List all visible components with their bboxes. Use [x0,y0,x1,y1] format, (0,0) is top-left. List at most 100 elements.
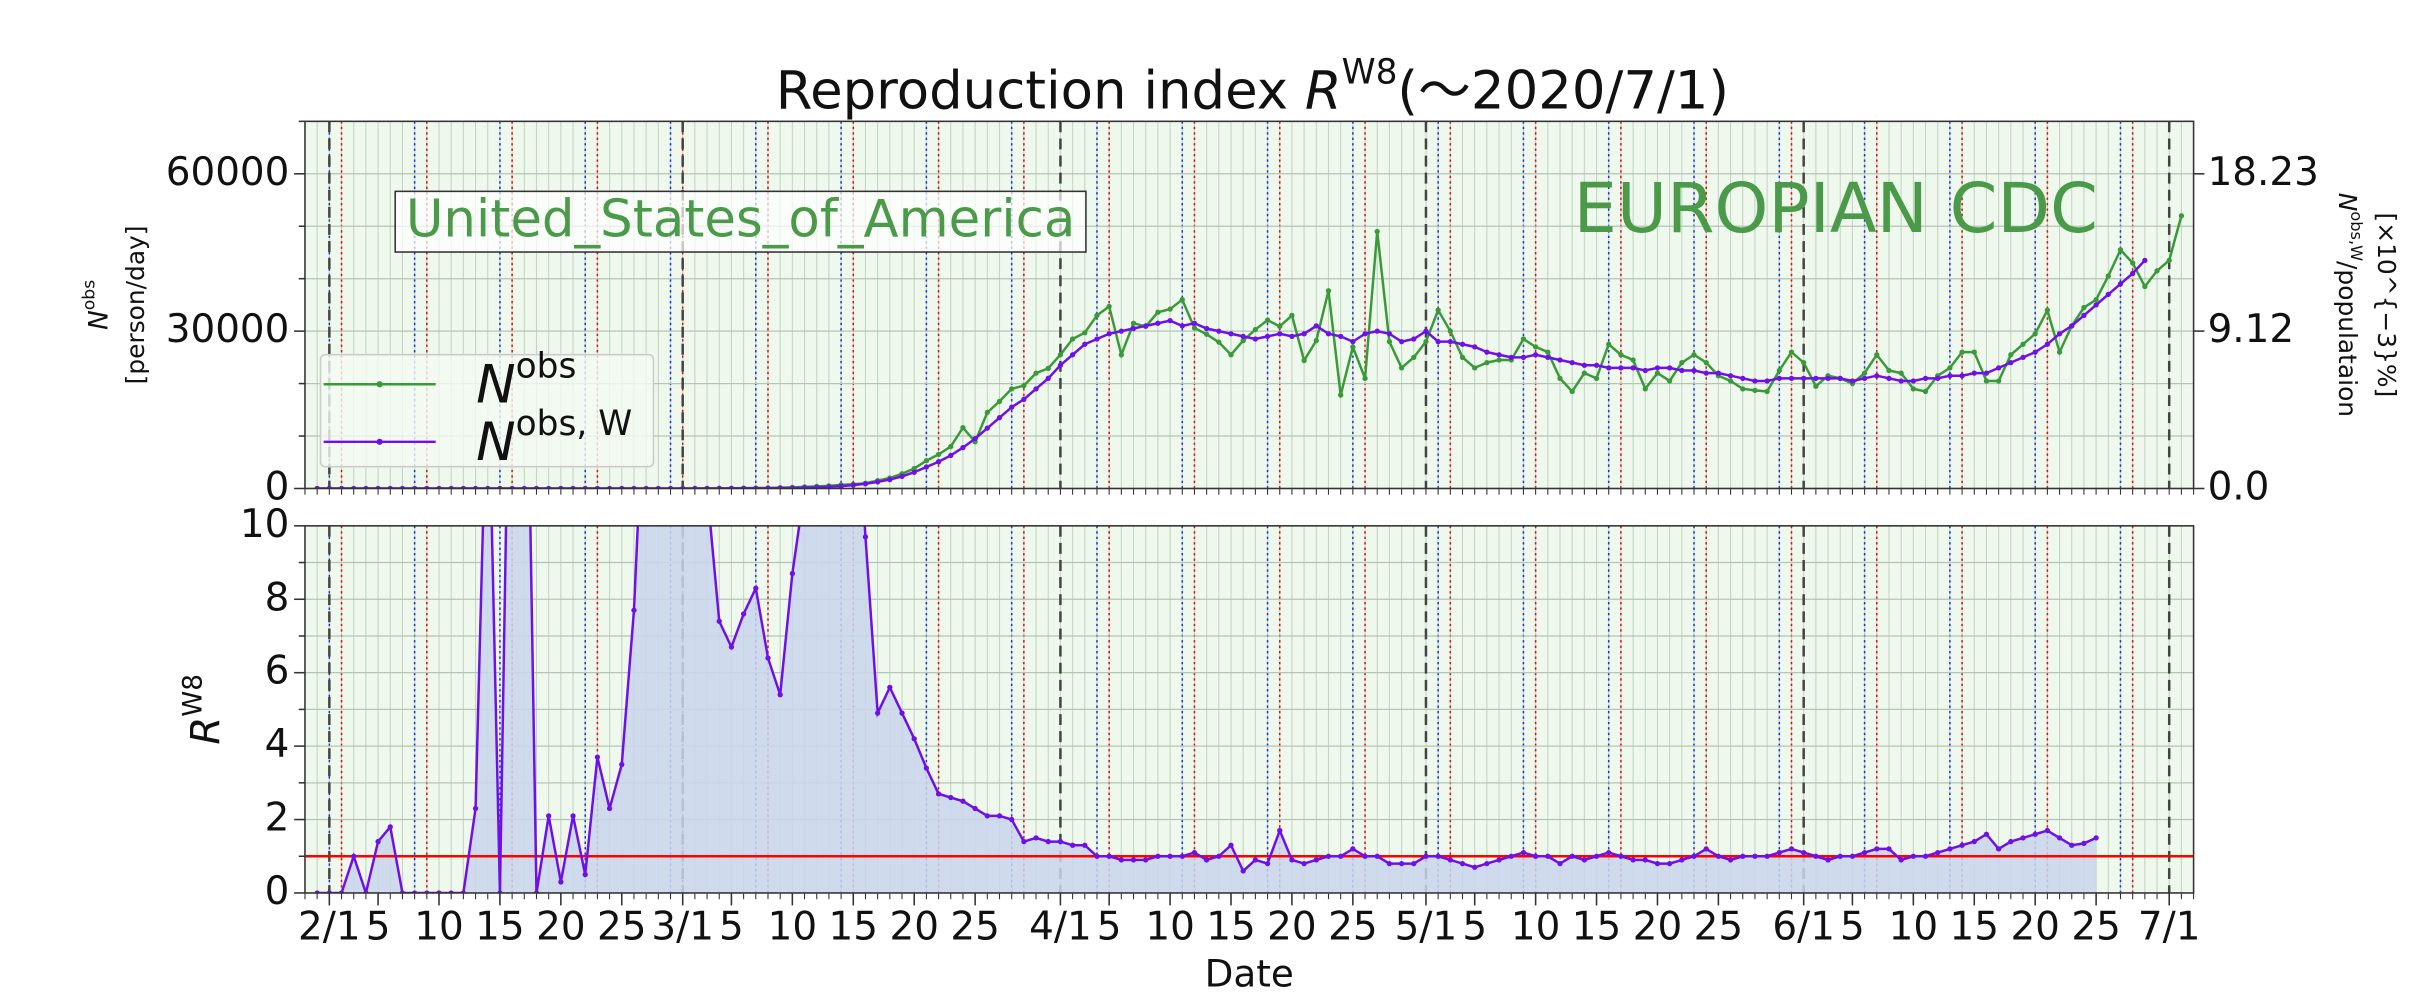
point [2093,297,2099,303]
point [1874,352,1880,358]
y-tick-label: 60000 [166,149,290,194]
point [1033,386,1039,392]
point [1021,838,1027,845]
point [1423,328,1429,334]
y-tick-label: 30000 [166,307,290,352]
point [1642,857,1648,863]
point [1094,853,1100,859]
point [1459,860,1466,867]
point [1752,387,1758,394]
x-tick-label: 15 [1572,904,1621,949]
point [777,692,783,698]
point [2056,349,2063,355]
y-tick-label: 10 [240,501,289,546]
point [948,452,954,459]
point [1009,816,1015,823]
point [1667,378,1673,384]
point [1849,378,1856,384]
point [1277,827,1283,834]
point [1191,325,1198,331]
point [2130,260,2136,266]
point [1252,336,1259,342]
y-tick-label: 0 [265,464,290,509]
point [1435,853,1441,859]
point [838,483,844,489]
point [2044,341,2051,347]
y-axis-label: [person/day] [121,226,150,385]
point [1691,352,1697,358]
point [1009,386,1015,392]
point [1959,373,1965,379]
point [1740,386,1746,392]
point [375,838,381,845]
plot-data [304,525,2194,893]
plot-frame [304,120,2195,490]
point [1179,323,1185,329]
point [1581,857,1588,863]
point [1801,375,1807,381]
point [1277,331,1283,337]
y-tick-label: 2 [265,795,290,840]
x-axis-label: Date [1205,951,1294,995]
point [1788,375,1795,381]
point [1069,352,1076,358]
point [887,476,893,483]
x-tick-label: 20 [2010,904,2059,949]
point [1642,386,1648,392]
point [1338,392,1344,398]
point [862,481,869,487]
point [1325,288,1332,294]
point [1727,373,1734,379]
point [1995,365,2002,371]
point [1740,375,1746,381]
point [1618,853,1624,859]
point [1727,378,1734,384]
point [1350,338,1356,345]
point [2166,257,2172,263]
point [1130,857,1137,863]
point [1094,312,1100,319]
x-tick-label: 5 [366,904,391,949]
point [2154,268,2160,274]
point [2178,213,2185,219]
point [1861,375,1868,381]
x-tick-label: 25 [597,904,646,949]
legend-label: Nobs, W [476,403,632,472]
point [1776,375,1782,381]
point [1715,853,1722,859]
point [1630,857,1636,863]
point [1813,375,1819,381]
point [594,754,601,760]
x-tick-label: 2/1 [298,904,361,949]
x-tick-label: 10 [768,904,817,949]
point [1289,857,1295,863]
point [1362,375,1368,381]
point [1386,338,1393,345]
point [728,644,735,650]
point [1459,354,1466,361]
point [935,459,942,465]
point [1569,388,1575,395]
point [1606,341,1612,347]
point [984,813,990,819]
point [1691,367,1697,374]
annotation-box [394,190,1087,253]
point [875,710,881,716]
point [1910,386,1916,392]
point [1667,860,1673,867]
point [1082,330,1088,336]
point [1203,325,1210,332]
point [1849,853,1856,859]
point [1216,328,1222,334]
point [923,765,930,771]
point [2056,835,2063,841]
y2-axis-label: Nobs,W/populataion [2333,193,2366,417]
point [1618,352,1624,358]
point [984,409,990,416]
point [1216,853,1222,859]
point [1338,853,1344,859]
point [1228,352,1234,358]
point [1179,853,1185,859]
point [1679,359,1685,366]
point [1435,307,1441,313]
